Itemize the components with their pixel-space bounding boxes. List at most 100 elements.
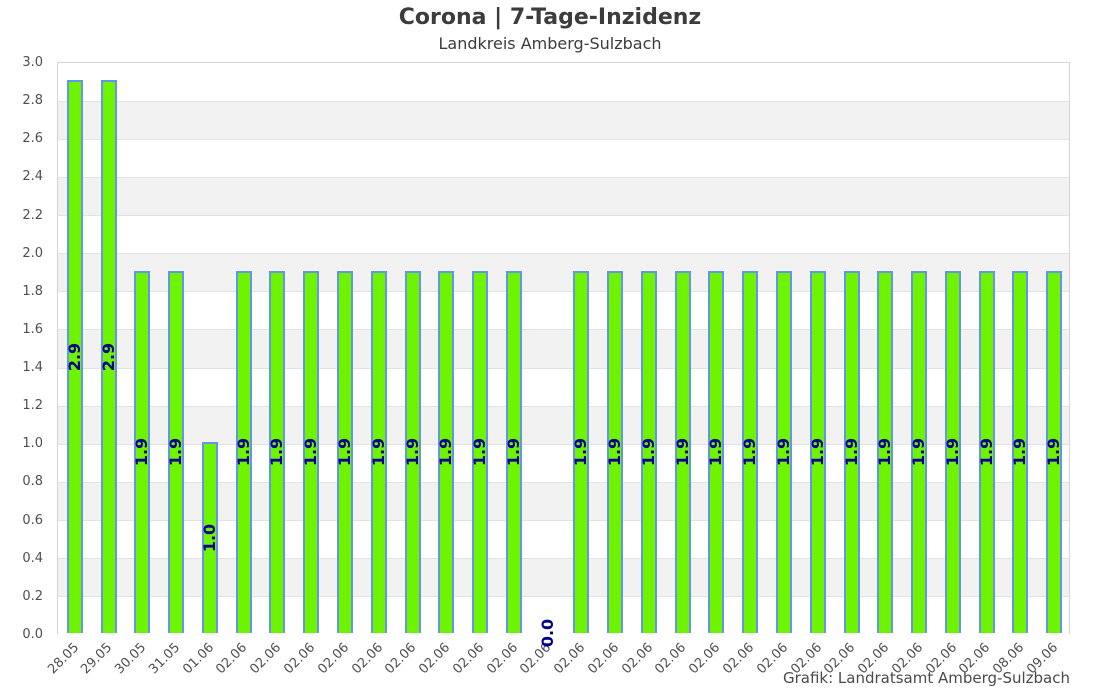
bar	[201, 442, 218, 633]
bar-value-label: 1.9	[773, 437, 793, 467]
chart-subtitle: Landkreis Amberg-Sulzbach	[438, 34, 662, 53]
plot-band	[58, 558, 1069, 597]
bar-value-label: 1.9	[301, 437, 321, 467]
bar-value-label: 1.9	[267, 437, 287, 467]
x-tick-label: 02.06	[281, 640, 319, 678]
gridline	[58, 405, 1069, 407]
plot-band	[58, 139, 1069, 178]
bar	[978, 270, 995, 633]
y-tick-label: 3.0	[22, 55, 43, 70]
bar	[877, 270, 894, 633]
bar-value-label: 1.9	[875, 437, 895, 467]
x-tick-label: 02.06	[314, 640, 352, 678]
y-tick-label: 0.0	[22, 627, 43, 642]
x-tick-label: 01.06	[179, 640, 217, 678]
gridline	[58, 367, 1069, 369]
x-tick-label: 02.06	[652, 640, 690, 678]
bar-value-label: 1.9	[470, 437, 490, 467]
x-tick-label: 02.06	[247, 640, 285, 678]
y-tick-label: 2.0	[22, 245, 43, 261]
bar	[573, 270, 590, 633]
plot-area: 2.9 2.9 1.9 1.9 1.0 1.9 1.9 1.9 1.9 1.9 1.9 1.9 1.9 1…	[57, 62, 1070, 647]
bar	[607, 270, 624, 633]
plot-band	[58, 482, 1069, 521]
x-tick-label: 02.06	[382, 640, 420, 678]
bar	[708, 270, 725, 633]
bar-value-label: 1.9	[1010, 437, 1030, 467]
bar	[168, 270, 185, 633]
plot-band	[58, 406, 1069, 445]
plot-band	[58, 291, 1069, 330]
bar-value-label: 1.9	[807, 437, 827, 467]
x-tick-label: 31.05	[146, 640, 184, 678]
gridline	[58, 138, 1069, 140]
y-tick-label: 1.4	[22, 360, 43, 376]
bar	[911, 270, 928, 633]
y-axis: 0.0 0.2 0.4 0.6 0.8 1.0 1.2 1.4 1.6 1.8 2.0 2.2 2.4 2…	[0, 56, 50, 641]
bar	[100, 80, 117, 633]
x-tick-label: 29.05	[78, 640, 116, 678]
x-tick-label: 02.06	[450, 640, 487, 678]
gridline	[58, 215, 1069, 217]
gridline	[58, 100, 1069, 102]
bar-value-label: 1.9	[605, 437, 625, 467]
bar-value-label: 1.9	[1044, 437, 1064, 467]
gridline	[58, 481, 1069, 483]
y-tick-label: 2.8	[22, 93, 43, 109]
bar-value-label: 1.9	[841, 437, 861, 467]
y-tick-label: 1.6	[22, 321, 43, 337]
plot-band	[58, 368, 1069, 407]
bar-value-label: 1.9	[436, 437, 456, 467]
bar	[404, 270, 421, 633]
gridline	[58, 520, 1069, 522]
y-tick-label: 1.8	[22, 283, 43, 299]
y-tick-label: 1.0	[22, 436, 43, 452]
bar-value-label: 1.9	[909, 437, 929, 467]
x-tick-label: 02.06	[213, 640, 251, 678]
bar	[337, 270, 354, 633]
x-tick-label: 02.06	[585, 640, 623, 678]
bar-value-label: 1.9	[233, 437, 253, 467]
bar	[438, 270, 455, 633]
bar	[843, 270, 860, 633]
plot-band	[58, 596, 1069, 635]
bar-value-label: 1.9	[132, 437, 152, 467]
bar-value-label: 1.9	[368, 437, 388, 467]
x-tick-label: 02.06	[483, 640, 521, 678]
y-tick-label: 2.6	[22, 131, 43, 147]
x-tick-label: 02.06	[618, 640, 656, 678]
bar-value-label: 0.0	[537, 618, 557, 648]
y-tick-label: 2.2	[22, 207, 43, 223]
x-tick-label: 02.06	[686, 640, 724, 678]
bar	[809, 270, 826, 633]
chart-title: Corona | 7-Tage-Inzidenz	[398, 5, 702, 30]
bar	[1012, 270, 1029, 633]
x-tick-label: 02.06	[551, 640, 589, 678]
bar	[235, 270, 252, 633]
bar-value-label: 1.9	[166, 437, 186, 467]
plot-band	[58, 444, 1069, 483]
x-tick-label: 30.05	[112, 640, 150, 678]
bar-value-label: 1.9	[942, 437, 962, 467]
bar-value-label: 1.9	[638, 437, 658, 467]
y-tick-label: 1.2	[22, 398, 43, 414]
bar-value-label: 1.9	[672, 437, 692, 467]
bar-value-label: 1.9	[503, 437, 523, 467]
bar-value-label: 1.9	[335, 437, 355, 467]
bar-value-label: 2.9	[64, 342, 84, 371]
bar	[944, 270, 961, 633]
y-tick-label: 0.8	[22, 474, 43, 490]
bar	[134, 270, 151, 633]
plot-band	[58, 215, 1069, 254]
y-tick-label: 0.6	[22, 512, 43, 528]
gridline	[58, 253, 1069, 255]
x-tick-label: 02.06	[348, 640, 386, 678]
plot-band	[58, 63, 1069, 102]
gridline	[58, 291, 1069, 293]
y-tick-label: 2.4	[22, 169, 43, 185]
gridline	[58, 176, 1069, 178]
y-tick-label: 0.2	[22, 588, 43, 604]
gridline	[58, 443, 1069, 445]
plot-band	[58, 177, 1069, 216]
bar	[775, 270, 792, 633]
